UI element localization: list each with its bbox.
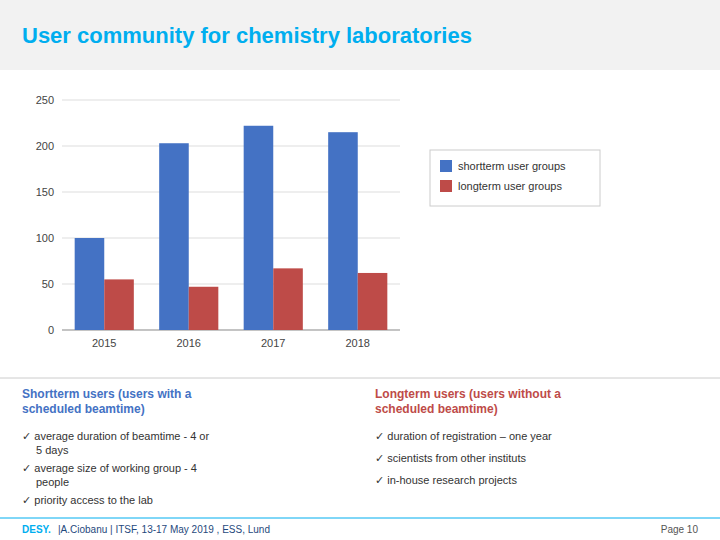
bar bbox=[75, 238, 105, 330]
legend-swatch bbox=[440, 160, 452, 172]
bullet: ✓ scientists from other instituts bbox=[375, 452, 527, 464]
title: User community for chemistry laboratorie… bbox=[22, 23, 472, 48]
y-tick-label: 0 bbox=[48, 324, 54, 336]
chart-root: User community for chemistry laboratorie… bbox=[0, 0, 720, 540]
y-tick-label: 50 bbox=[42, 278, 54, 290]
bullet: ✓ priority access to the lab bbox=[22, 494, 153, 506]
bars bbox=[75, 126, 388, 330]
x-tick-label: 2017 bbox=[261, 337, 285, 349]
footer-page: Page 10 bbox=[661, 524, 699, 535]
bar bbox=[358, 273, 388, 330]
bar bbox=[189, 287, 219, 330]
bullet: ✓ average duration of beamtime - 4 or5 d… bbox=[22, 430, 209, 456]
legend: shortterm user groups longterm user group… bbox=[430, 150, 600, 206]
bar bbox=[159, 143, 189, 330]
bar bbox=[244, 126, 274, 330]
bar bbox=[273, 268, 303, 330]
legend-label: shortterm user groups bbox=[458, 160, 566, 172]
x-tick-label: 2016 bbox=[177, 337, 201, 349]
legend-label: longterm user groups bbox=[458, 180, 562, 192]
footer-text: |A.Ciobanu | ITSF, 13-17 May 2019 , ESS,… bbox=[58, 524, 270, 535]
x-tick-label: 2018 bbox=[346, 337, 370, 349]
bullet: ✓ average size of working group - 4peopl… bbox=[22, 462, 197, 488]
heading: Shortterm users (users with ascheduled b… bbox=[22, 387, 192, 416]
x-tick-label: 2015 bbox=[92, 337, 116, 349]
bullet: ✓ in-house research projects bbox=[375, 474, 517, 486]
footer-line bbox=[0, 518, 720, 519]
bullet: ✓ duration of registration – one year bbox=[375, 430, 552, 442]
y-tick-label: 200 bbox=[36, 140, 54, 152]
grid-line bbox=[62, 100, 400, 101]
separator bbox=[0, 378, 720, 379]
bar bbox=[328, 132, 358, 330]
bar bbox=[104, 279, 134, 330]
y-tick-label: 150 bbox=[36, 186, 54, 198]
footer-logo: DESY. bbox=[22, 524, 51, 535]
background bbox=[0, 0, 720, 540]
y-tick-label: 250 bbox=[36, 94, 54, 106]
y-tick-label: 100 bbox=[36, 232, 54, 244]
title-bar bbox=[0, 0, 720, 70]
heading: Longterm users (users without ascheduled… bbox=[375, 387, 561, 416]
legend-frame bbox=[430, 150, 600, 206]
legend-swatch bbox=[440, 180, 452, 192]
